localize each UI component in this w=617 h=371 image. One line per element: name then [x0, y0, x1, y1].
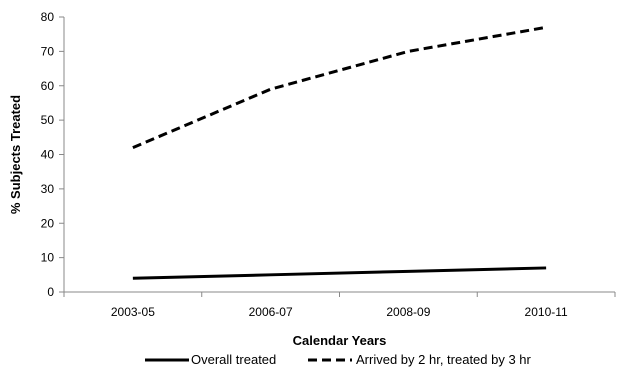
y-tick-label: 40	[41, 148, 55, 162]
legend: Overall treated Arrived by 2 hr, treated …	[145, 352, 532, 367]
y-tick-label: 0	[47, 285, 54, 299]
legend-label-1: Overall treated	[191, 352, 276, 367]
y-tick-label: 10	[41, 251, 55, 265]
series-lines	[132, 25, 547, 280]
x-tick-label: 2010-11	[525, 305, 568, 319]
y-tick-label: 70	[41, 44, 55, 58]
series-line-2	[132, 25, 547, 150]
x-tick-label: 2006-07	[249, 305, 293, 319]
axes	[63, 17, 615, 293]
y-tick-label: 20	[41, 216, 55, 230]
x-axis-ticks: 2003-05 2006-07 2008-09 2010-11	[63, 292, 616, 319]
x-axis-title: Calendar Years	[293, 333, 387, 348]
y-axis-ticks: 0 10 20 30 40 50 60 70 80	[41, 10, 64, 299]
x-tick-label: 2003-05	[111, 305, 155, 319]
y-tick-label: 30	[41, 182, 55, 196]
series-line-1	[132, 266, 547, 280]
y-tick-label: 50	[41, 113, 55, 127]
y-tick-label: 80	[41, 10, 55, 24]
y-tick-label: 60	[41, 79, 55, 93]
legend-label-2: Arrived by 2 hr, treated by 3 hr	[356, 352, 532, 367]
x-tick-label: 2008-09	[386, 305, 430, 319]
y-axis-title: % Subjects Treated	[8, 95, 23, 214]
